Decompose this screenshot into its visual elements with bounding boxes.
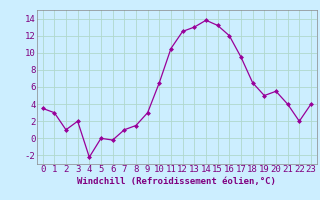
X-axis label: Windchill (Refroidissement éolien,°C): Windchill (Refroidissement éolien,°C) xyxy=(77,177,276,186)
